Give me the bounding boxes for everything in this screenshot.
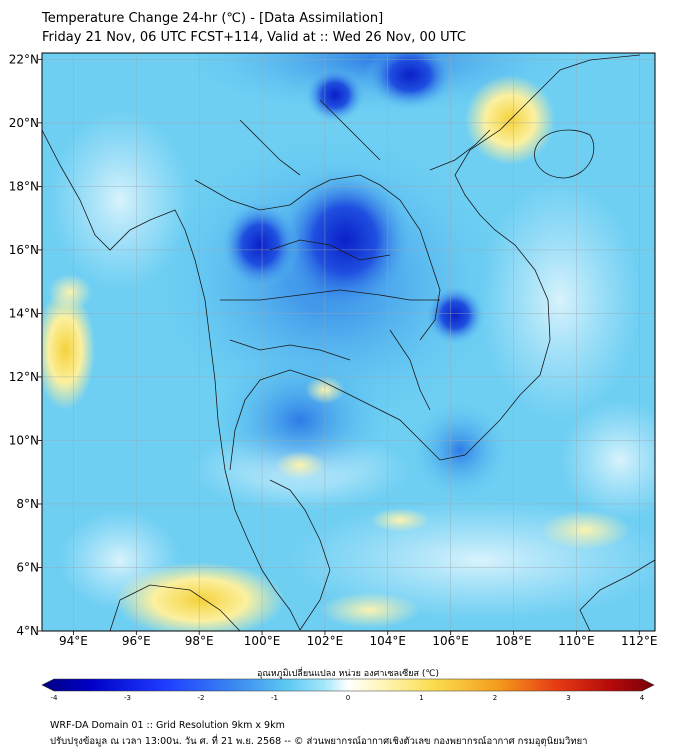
lat-label: 12°N	[9, 370, 39, 384]
lat-label: 8°N	[16, 497, 39, 511]
colorbar-tick-label: 4	[640, 694, 645, 700]
vietnam-coast	[429, 129, 491, 171]
footer-credit: ปรับปรุงข้อมูล ณ เวลา 13:00น. วัน ศ. ที่…	[50, 736, 588, 747]
colorbar-tick-label: -3	[124, 694, 131, 700]
lat-label: 20°N	[9, 116, 39, 130]
border-1	[194, 174, 441, 341]
lat-label: 18°N	[9, 179, 39, 193]
lat-label: 6°N	[16, 560, 39, 574]
sumatra-coast	[109, 584, 241, 631]
footer-model-info: WRF-DA Domain 01 :: Grid Resolution 9km …	[50, 720, 285, 731]
border-5	[269, 239, 391, 261]
colorbar-tick-label: -4	[51, 694, 59, 700]
lat-label: 10°N	[9, 433, 39, 447]
colorbar-tick-label: -1	[271, 694, 278, 700]
borneo-coast	[579, 559, 655, 631]
lat-label: 14°N	[9, 306, 39, 320]
map-frame	[41, 52, 656, 632]
border-3	[239, 119, 301, 176]
mainland-coast	[42, 129, 301, 631]
colorbar-tick-label: -2	[198, 694, 205, 700]
lon-label: 100°E	[244, 634, 281, 648]
lon-label: 106°E	[432, 634, 469, 648]
map-figure: 22°N 20°N 18°N 16°N 14°N 12°N 10°N 8°N 6°N 4°N 94…	[9, 52, 658, 700]
peninsula-east	[269, 479, 331, 631]
lon-label: 98°E	[185, 634, 214, 648]
lat-label: 16°N	[9, 243, 39, 257]
border-4	[319, 99, 381, 161]
longitude-labels: 94°E 96°E 98°E 100°E 102°E 104°E 106°E 108°E 110…	[59, 631, 658, 648]
colorbar-tick-label: 0	[346, 694, 350, 700]
latitude-labels: 22°N 20°N 18°N 16°N 14°N 12°N 10°N 8°N 6°N 4°N	[9, 52, 42, 638]
colorbar-ticks: -4 -3 -2 -1 0 1 2 3 4	[51, 694, 645, 700]
border-2	[220, 289, 440, 301]
gulf-coast	[229, 54, 641, 471]
hainan	[534, 129, 595, 179]
temperature-field	[42, 53, 655, 631]
colorbar-tick-label: 3	[566, 694, 570, 700]
lon-label: 104°E	[370, 634, 407, 648]
colorbar: อุณหภูมิเปลี่ยนแปลง หน่วย องศาเซลเซียส (…	[41, 666, 655, 700]
border-6	[229, 339, 351, 361]
border-7	[389, 329, 431, 411]
lon-label: 94°E	[59, 634, 88, 648]
lat-label: 4°N	[16, 624, 39, 638]
colorbar-ramp	[41, 678, 655, 692]
map-subtitle: Friday 21 Nov, 06 UTC FCST+114, Valid at…	[42, 30, 466, 45]
lon-label: 102°E	[307, 634, 344, 648]
colorbar-tick-label: 1	[419, 694, 423, 700]
map-title: Temperature Change 24-hr (℃) - [Data Ass…	[42, 11, 384, 26]
colorbar-title: อุณหภูมิเปลี่ยนแปลง หน่วย องศาเซลเซียส (…	[257, 666, 439, 679]
lon-label: 112°E	[621, 634, 658, 648]
coastlines-and-borders	[42, 54, 655, 631]
lon-label: 108°E	[495, 634, 532, 648]
lon-label: 96°E	[122, 634, 151, 648]
lat-label: 22°N	[9, 52, 39, 66]
colorbar-tick-label: 2	[493, 694, 497, 700]
lon-label: 110°E	[558, 634, 595, 648]
